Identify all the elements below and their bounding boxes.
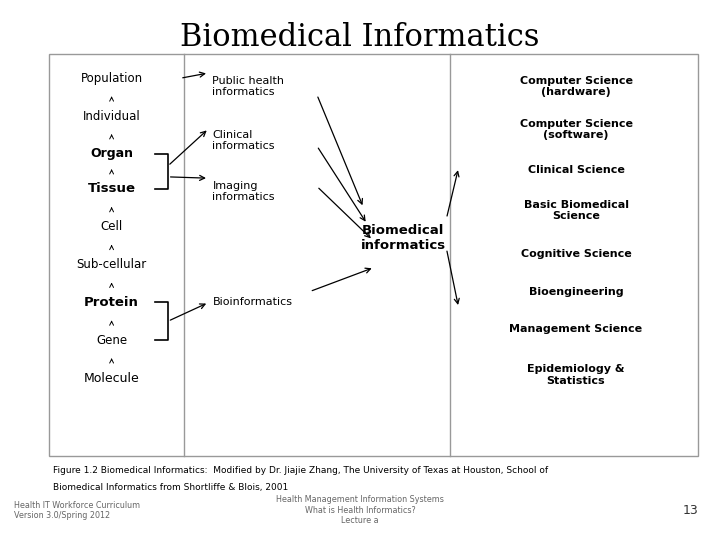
Text: Biomedical Informatics: Biomedical Informatics <box>180 22 540 52</box>
Text: Computer Science
(hardware): Computer Science (hardware) <box>520 76 632 97</box>
Text: Epidemiology &
Statistics: Epidemiology & Statistics <box>527 364 625 386</box>
Text: Public health
informatics: Public health informatics <box>212 76 284 97</box>
Text: Health Management Information Systems
What is Health Informatics?
Lecture a: Health Management Information Systems Wh… <box>276 495 444 525</box>
Text: 13: 13 <box>683 504 698 517</box>
Text: Clinical
informatics: Clinical informatics <box>212 130 275 151</box>
Text: Cognitive Science: Cognitive Science <box>521 249 631 259</box>
Text: Imaging
informatics: Imaging informatics <box>212 181 275 202</box>
Bar <box>49 54 698 456</box>
Text: Bioengineering: Bioengineering <box>528 287 624 296</box>
Text: Clinical Science: Clinical Science <box>528 165 624 175</box>
Text: Cell: Cell <box>101 220 122 233</box>
Text: Organ: Organ <box>90 147 133 160</box>
Text: Population: Population <box>81 72 143 85</box>
Text: Basic Biomedical
Science: Basic Biomedical Science <box>523 200 629 221</box>
Text: Computer Science
(software): Computer Science (software) <box>520 119 632 140</box>
Text: Individual: Individual <box>83 110 140 123</box>
Text: Protein: Protein <box>84 296 139 309</box>
Text: Management Science: Management Science <box>510 325 642 334</box>
Text: Biomedical Informatics from Shortliffe & Blois, 2001: Biomedical Informatics from Shortliffe &… <box>53 483 288 492</box>
Text: Gene: Gene <box>96 334 127 347</box>
Text: Biomedical
informatics: Biomedical informatics <box>361 224 446 252</box>
Text: Molecule: Molecule <box>84 372 140 384</box>
Text: Health IT Workforce Curriculum
Version 3.0/Spring 2012: Health IT Workforce Curriculum Version 3… <box>14 501 140 520</box>
Text: Bioinformatics: Bioinformatics <box>212 298 292 307</box>
Text: Figure 1.2 Biomedical Informatics:  Modified by Dr. Jiajie Zhang, The University: Figure 1.2 Biomedical Informatics: Modif… <box>53 466 548 475</box>
Text: Tissue: Tissue <box>88 183 135 195</box>
Text: Sub-cellular: Sub-cellular <box>76 258 147 271</box>
